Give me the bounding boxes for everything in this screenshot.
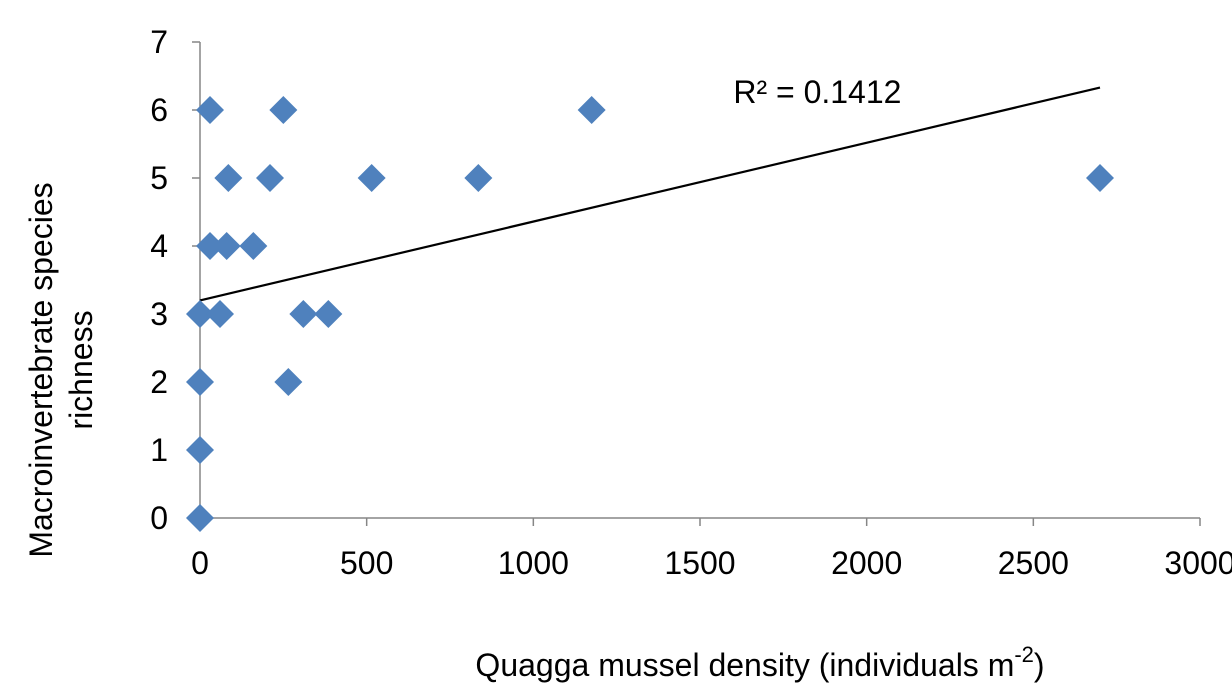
data-point	[212, 232, 241, 260]
data-point	[256, 164, 284, 192]
data-point	[206, 300, 234, 328]
data-points-group	[186, 96, 1114, 532]
x-tick-label: 3000	[1164, 545, 1232, 581]
x-tick-label: 500	[340, 545, 393, 581]
y-tick-label: 0	[150, 500, 168, 536]
y-axis-title-line1: Macroinvertebrate species	[23, 182, 59, 557]
x-tick-label: 1000	[498, 545, 569, 581]
y-axis-title-line2: richness	[63, 310, 99, 429]
x-axis-title-suffix: )	[1034, 647, 1045, 683]
data-point	[186, 504, 214, 532]
data-point	[357, 164, 386, 192]
r-squared-annotation: R² = 0.1412	[733, 74, 901, 110]
data-point	[577, 96, 606, 124]
x-axis-title: Quagga mussel density (individuals m-2)	[475, 642, 1044, 683]
y-tick-label: 4	[150, 228, 168, 264]
trendline-group	[199, 86, 1101, 302]
data-point	[186, 300, 214, 328]
y-tick-label: 1	[150, 432, 168, 468]
y-tick-label: 3	[150, 296, 168, 332]
data-point	[269, 96, 298, 124]
data-point	[186, 368, 214, 396]
data-point	[196, 96, 224, 124]
data-point	[464, 164, 493, 192]
x-tick-label: 2000	[831, 545, 902, 581]
trendline	[199, 86, 1101, 302]
y-axis-title: Macroinvertebrate species richness	[23, 182, 99, 557]
data-point	[186, 436, 214, 464]
data-point	[274, 368, 303, 396]
data-point	[1086, 164, 1114, 192]
x-axis-title-superscript: -2	[1014, 642, 1034, 667]
y-tick-label: 5	[150, 160, 168, 196]
x-tick-label: 1500	[664, 545, 735, 581]
data-point	[314, 300, 343, 328]
x-axis-title-main: Quagga mussel density (individuals m	[475, 647, 1014, 683]
data-point	[289, 300, 318, 328]
y-tick-label: 2	[150, 364, 168, 400]
y-tick-label: 7	[150, 24, 168, 60]
tick-labels-group: 0 1 2 3 4 5 6 7 0 500 1000 1500 2000 2500 3000	[150, 24, 1232, 581]
x-tick-label: 0	[191, 545, 209, 581]
data-point	[196, 232, 224, 260]
x-tick-label: 2500	[998, 545, 1069, 581]
y-tick-label: 6	[150, 92, 168, 128]
axes-group	[192, 41, 1201, 526]
data-point	[214, 164, 243, 192]
data-point	[239, 232, 268, 260]
